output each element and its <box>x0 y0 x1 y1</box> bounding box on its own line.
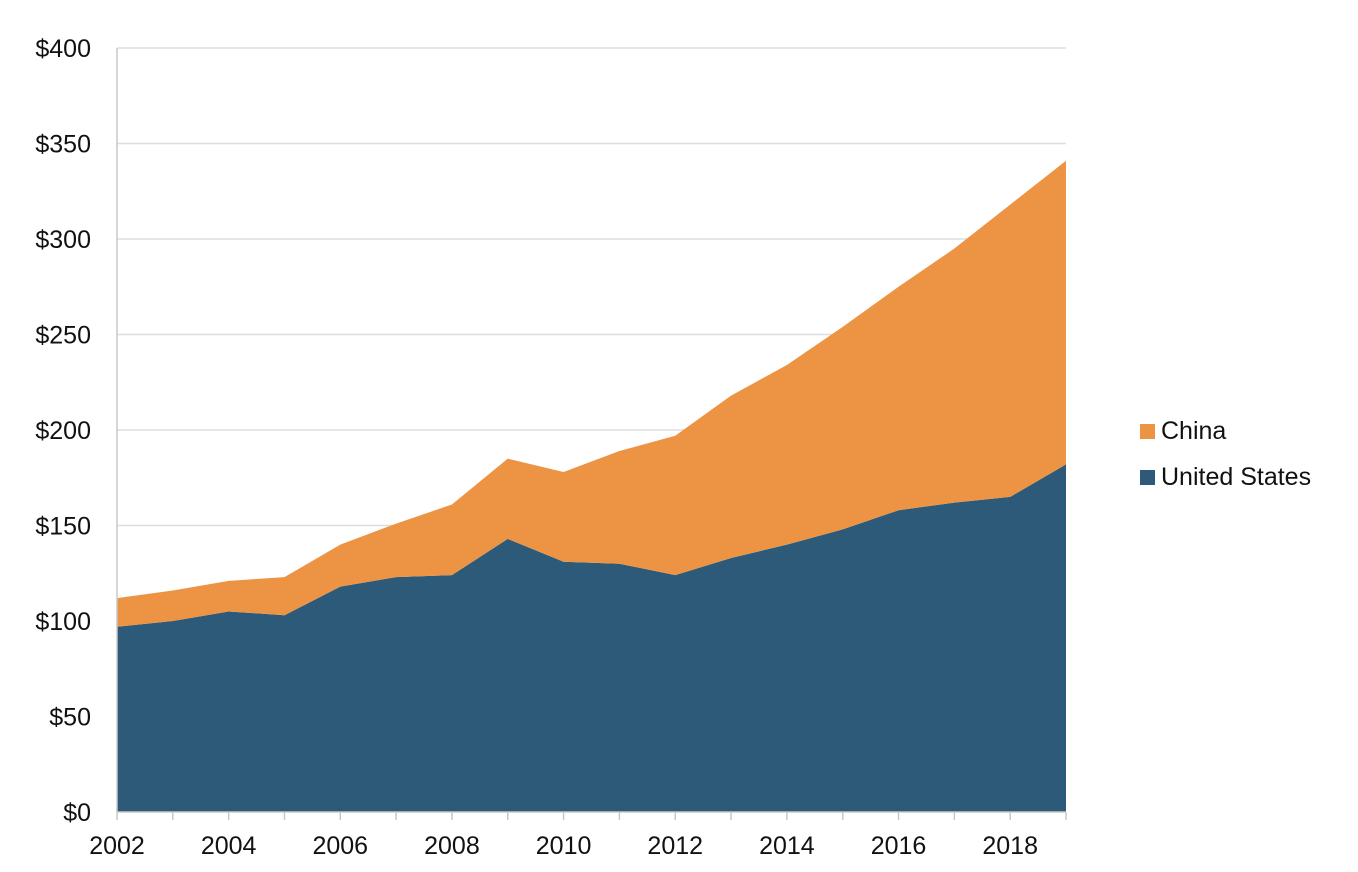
legend-item-united-states[interactable]: United States <box>1140 454 1311 500</box>
y-tick-label: $250 <box>35 322 91 350</box>
x-tick-label: 2008 <box>424 832 480 860</box>
area-series-united-states <box>117 464 1066 812</box>
axes <box>116 48 1067 820</box>
legend-swatch-united-states <box>1140 469 1155 485</box>
x-tick-labels: 2002 2004 2006 2008 2010 2012 2014 2016 2018 <box>89 832 1038 860</box>
y-tick-label: $300 <box>35 226 91 254</box>
series-areas <box>117 160 1066 812</box>
legend-label-united-states: United States <box>1161 462 1312 491</box>
x-tick-label: 2014 <box>759 832 815 860</box>
y-tick-label: $0 <box>63 799 91 827</box>
x-tick-label: 2010 <box>536 832 592 860</box>
y-tick-label: $400 <box>35 35 91 63</box>
legend: China United States <box>1140 408 1311 500</box>
x-tick-label: 2006 <box>312 832 368 860</box>
legend-item-china[interactable]: China <box>1140 408 1311 454</box>
x-tick-label: 2016 <box>871 832 927 860</box>
y-tick-label: $100 <box>35 608 91 636</box>
y-tick-label: $150 <box>35 513 91 541</box>
x-tick-label: 2004 <box>201 832 257 860</box>
y-tick-label: $200 <box>35 417 91 445</box>
area-series-china <box>117 160 1066 627</box>
x-tick-label: 2012 <box>647 832 703 860</box>
x-tick-label: 2002 <box>89 832 145 860</box>
legend-label-china: China <box>1161 416 1227 445</box>
legend-swatch-china <box>1140 423 1155 439</box>
y-tick-label: $50 <box>49 704 91 732</box>
x-tick-label: 2018 <box>982 832 1038 860</box>
y-tick-labels: $0 $50 $100 $150 $200 $250 $300 $350 $400 <box>35 35 91 827</box>
y-tick-label: $350 <box>35 131 91 159</box>
